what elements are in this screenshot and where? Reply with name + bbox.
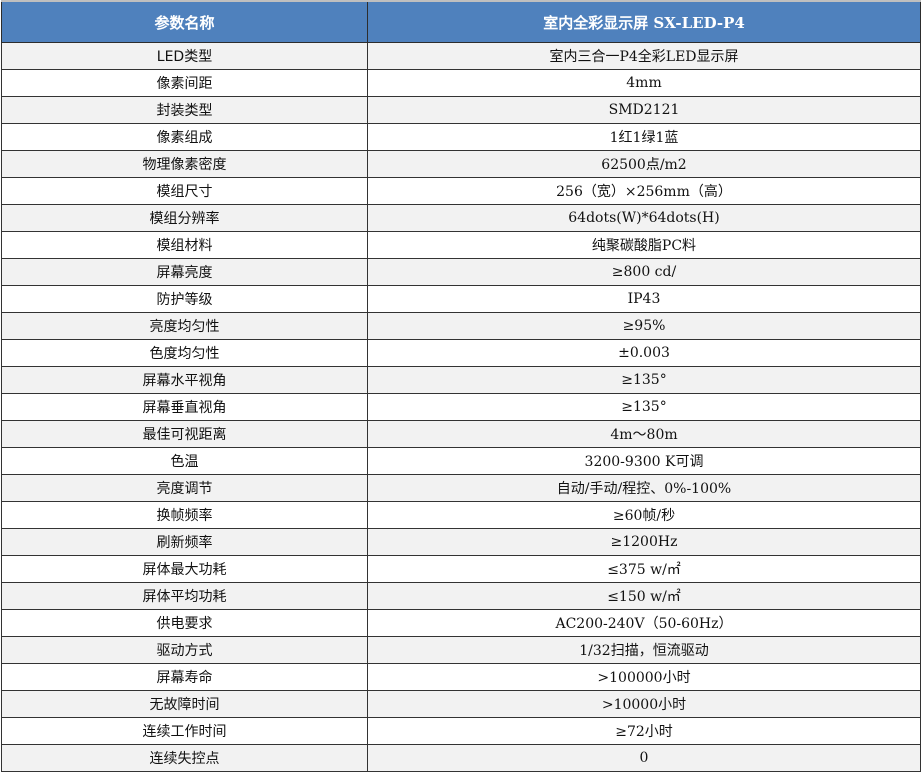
param-value: 1/32扫描，恒流驱动: [367, 636, 921, 664]
table-row: 屏体平均功耗 ≤150 w/㎡: [1, 582, 921, 610]
param-value: 自动/手动/程控、0%-100%: [367, 474, 921, 502]
table-row: 屏幕亮度 ≥800 cd/: [1, 258, 921, 286]
table-row: 连续工作时间 ≥72小时: [1, 717, 921, 745]
table-row: 色温 3200-9300 K可调: [1, 447, 921, 475]
table-row: 屏幕垂直视角 ≥135°: [1, 393, 921, 421]
table-row: 亮度均匀性 ≥95%: [1, 312, 921, 340]
param-value: >100000小时: [367, 663, 921, 691]
param-name: 屏幕寿命: [1, 663, 368, 691]
param-name: 模组材料: [1, 231, 368, 259]
header-product: 室内全彩显示屏 SX-LED-P4: [367, 0, 921, 43]
param-value: ≥95%: [367, 312, 921, 340]
param-value: 0: [367, 744, 921, 772]
param-value: ≥72小时: [367, 717, 921, 745]
table-row: LED类型 室内三合一P4全彩LED显示屏: [1, 42, 921, 70]
param-value: 4m～80m: [367, 420, 921, 448]
param-value: ≤375 w/㎡: [367, 555, 921, 583]
table-row: 无故障时间 >10000小时: [1, 690, 921, 718]
param-value: ±0.003: [367, 339, 921, 367]
table-row: 色度均匀性 ±0.003: [1, 339, 921, 367]
param-name: 连续失控点: [1, 744, 368, 772]
param-name: 无故障时间: [1, 690, 368, 718]
table-row: 换帧频率 ≥60帧/秒: [1, 501, 921, 529]
param-value: 纯聚碳酸脂PC料: [367, 231, 921, 259]
param-name: 像素间距: [1, 69, 368, 97]
param-name: 驱动方式: [1, 636, 368, 664]
param-value: ≥800 cd/: [367, 258, 921, 286]
param-name: 模组分辨率: [1, 204, 368, 232]
param-value: SMD2121: [367, 96, 921, 124]
table-row: 屏体最大功耗 ≤375 w/㎡: [1, 555, 921, 583]
param-name: 屏幕垂直视角: [1, 393, 368, 421]
param-value: 64dots(W)*64dots(H): [367, 204, 921, 232]
header-row: 参数名称 室内全彩显示屏 SX-LED-P4: [1, 0, 921, 43]
param-value: 62500点/m2: [367, 150, 921, 178]
param-name: LED类型: [1, 42, 368, 70]
param-name: 供电要求: [1, 609, 368, 637]
table-row: 屏幕寿命 >100000小时: [1, 663, 921, 691]
param-value: ≥1200Hz: [367, 528, 921, 556]
table-row: 驱动方式 1/32扫描，恒流驱动: [1, 636, 921, 664]
param-value: 256（宽）×256mm（高）: [367, 177, 921, 205]
table-row: 像素间距 4mm: [1, 69, 921, 97]
param-name: 像素组成: [1, 123, 368, 151]
table-row: 像素组成 1红1绿1蓝: [1, 123, 921, 151]
param-name: 模组尺寸: [1, 177, 368, 205]
table-row: 封装类型 SMD2121: [1, 96, 921, 124]
param-name: 亮度调节: [1, 474, 368, 502]
table-row: 模组尺寸 256（宽）×256mm（高）: [1, 177, 921, 205]
table-row: 物理像素密度 62500点/m2: [1, 150, 921, 178]
header-param-name: 参数名称: [1, 0, 368, 43]
param-value: ≥60帧/秒: [367, 501, 921, 529]
param-name: 连续工作时间: [1, 717, 368, 745]
param-name: 亮度均匀性: [1, 312, 368, 340]
table-row: 屏幕水平视角 ≥135°: [1, 366, 921, 394]
param-value: ≥135°: [367, 366, 921, 394]
param-value: IP43: [367, 285, 921, 313]
param-name: 色度均匀性: [1, 339, 368, 367]
param-value: ≥135°: [367, 393, 921, 421]
table-row: 连续失控点 0: [1, 744, 921, 772]
param-name: 屏幕亮度: [1, 258, 368, 286]
param-name: 封装类型: [1, 96, 368, 124]
param-name: 色温: [1, 447, 368, 475]
table-row: 最佳可视距离 4m～80m: [1, 420, 921, 448]
param-name: 屏体平均功耗: [1, 582, 368, 610]
param-name: 屏体最大功耗: [1, 555, 368, 583]
param-name: 换帧频率: [1, 501, 368, 529]
param-value: AC200-240V（50-60Hz）: [367, 609, 921, 637]
param-name: 物理像素密度: [1, 150, 368, 178]
param-name: 最佳可视距离: [1, 420, 368, 448]
table-row: 模组材料 纯聚碳酸脂PC料: [1, 231, 921, 259]
table-row: 供电要求 AC200-240V（50-60Hz）: [1, 609, 921, 637]
table-row: 防护等级 IP43: [1, 285, 921, 313]
param-value: 1红1绿1蓝: [367, 123, 921, 151]
param-name: 防护等级: [1, 285, 368, 313]
param-value: 3200-9300 K可调: [367, 447, 921, 475]
param-name: 刷新频率: [1, 528, 368, 556]
param-name: 屏幕水平视角: [1, 366, 368, 394]
param-value: ≤150 w/㎡: [367, 582, 921, 610]
table-row: 刷新频率 ≥1200Hz: [1, 528, 921, 556]
table-row: 亮度调节 自动/手动/程控、0%-100%: [1, 474, 921, 502]
table-row: 模组分辨率 64dots(W)*64dots(H): [1, 204, 921, 232]
param-value: 室内三合一P4全彩LED显示屏: [367, 42, 921, 70]
param-value: 4mm: [367, 69, 921, 97]
param-value: >10000小时: [367, 690, 921, 718]
